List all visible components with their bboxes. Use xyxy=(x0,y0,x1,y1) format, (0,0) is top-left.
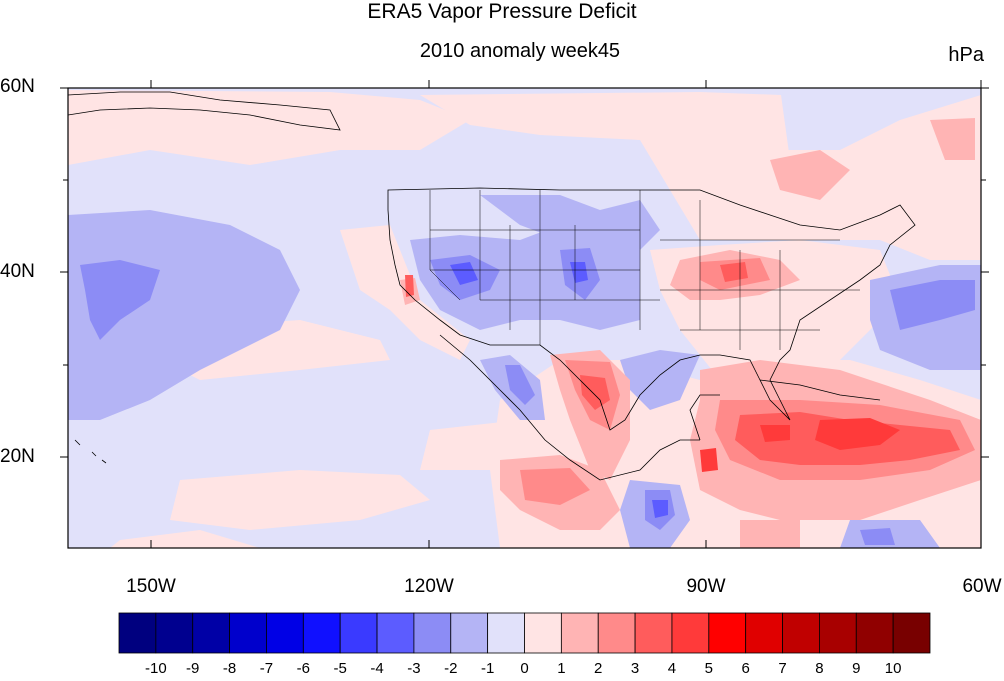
colorbar-tick-label: 7 xyxy=(778,660,787,677)
colorbar-box xyxy=(302,612,341,654)
colorbar-tick-label: -3 xyxy=(407,660,421,677)
colorbar-tick-label: -4 xyxy=(370,660,384,677)
colorbar-box xyxy=(266,612,304,654)
colorbar-tick-label: 9 xyxy=(852,660,861,677)
colorbar-box xyxy=(339,612,378,654)
map-frame xyxy=(67,87,982,549)
colorbar-tick-label: -8 xyxy=(222,660,237,677)
colorbar-tick-label: 2 xyxy=(594,660,603,677)
colorbar-tick-label: 0 xyxy=(520,660,529,677)
colorbar-box xyxy=(671,612,710,654)
colorbar-box xyxy=(782,612,820,654)
lat-tick-label-40n: 40N xyxy=(0,261,35,282)
negative-anomaly-strong xyxy=(450,262,668,518)
colorbar-tick-label: -2 xyxy=(444,660,458,677)
colorbar-tick-label: 8 xyxy=(815,660,824,677)
colorbar-tick-label: 10 xyxy=(884,660,902,677)
coastlines xyxy=(68,91,916,481)
colorbar-box xyxy=(855,612,894,654)
colorbar-box xyxy=(118,612,157,654)
colorbar-tick-label: 3 xyxy=(630,660,640,677)
colorbar-box xyxy=(634,612,673,654)
colorbar-tick-label: -1 xyxy=(480,660,495,677)
colorbar-box xyxy=(376,612,415,654)
colorbar-box xyxy=(745,612,783,654)
lon-tick-label-60w: 60W xyxy=(962,576,1002,597)
colorbar-boxes xyxy=(118,612,931,654)
colorbar-box xyxy=(819,612,857,654)
positive-anomaly-6 xyxy=(700,418,900,472)
colorbar-tick-label: 5 xyxy=(704,660,713,677)
colorbar-box xyxy=(155,612,194,654)
colorbar-tick-label: 4 xyxy=(667,660,677,677)
lon-tick-label-90w: 90W xyxy=(686,576,726,597)
colorbar-box xyxy=(229,612,267,654)
map-subtitle: 2010 anomaly week45 xyxy=(419,40,621,62)
negative-anomaly-medium xyxy=(80,248,975,545)
colorbar-box xyxy=(560,612,599,654)
lat-tick-label-60n: 60N xyxy=(0,76,35,97)
lon-tick-label-150w: 150W xyxy=(126,576,176,597)
colorbar-tick-label: 6 xyxy=(741,660,750,677)
tick-marks xyxy=(60,80,989,548)
colorbar-box xyxy=(708,612,747,654)
lat-tick-label-20n: 20N xyxy=(0,446,35,467)
state-boundaries xyxy=(429,190,860,350)
colorbar-box xyxy=(450,612,489,654)
anomaly-field xyxy=(68,88,981,548)
lon-tick-label-120w: 120W xyxy=(404,576,454,597)
colorbar-tick-label: -6 xyxy=(296,660,310,677)
colorbar-tick-label: -10 xyxy=(145,660,167,677)
colorbar-tick-label: -5 xyxy=(333,660,347,677)
units-label: hPa xyxy=(948,44,984,66)
colorbar-box xyxy=(892,612,931,654)
colorbar-tick-label: -9 xyxy=(186,660,200,677)
colorbar-box xyxy=(487,612,525,654)
colorbar-box xyxy=(192,612,230,654)
colorbar-box xyxy=(413,612,452,654)
colorbar-tick-label: -7 xyxy=(259,660,274,677)
colorbar-box xyxy=(597,612,636,654)
map-title: ERA5 Vapor Pressure Deficit xyxy=(367,0,637,23)
colorbar-tick-label: 1 xyxy=(557,660,566,677)
colorbar-box xyxy=(524,612,562,654)
